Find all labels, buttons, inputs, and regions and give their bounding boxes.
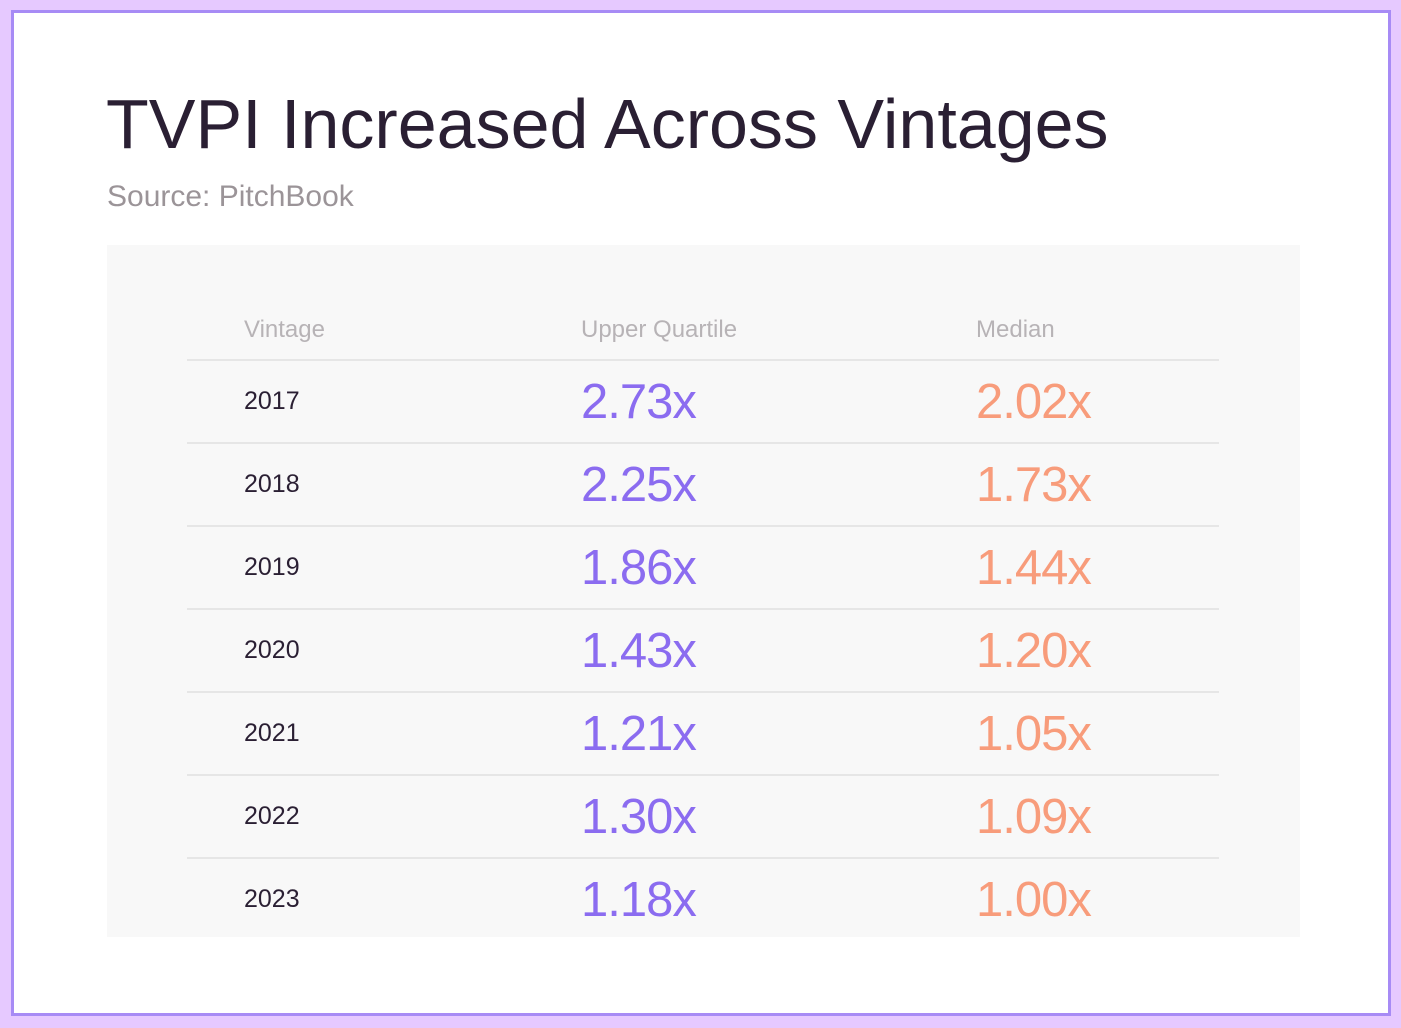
median-value: 1.20x [976, 624, 1092, 678]
vintage-cell: 2020 [244, 636, 300, 664]
upper-quartile-value: 2.25x [581, 458, 697, 512]
vintage-cell: 2019 [244, 553, 300, 581]
column-header-upper-quartile: Upper Quartile [581, 316, 738, 343]
table-row: 2020 1.43x 1.20x [187, 610, 1219, 693]
table-row: 2019 1.86x 1.44x [187, 527, 1219, 610]
median-value: 1.05x [976, 707, 1092, 761]
chart-title: TVPI Increased Across Vintages [106, 85, 1109, 163]
vintage-cell: 2018 [244, 470, 300, 498]
vintage-cell: 2023 [244, 885, 300, 913]
upper-quartile-value: 1.21x [581, 707, 697, 761]
table-row: 2021 1.21x 1.05x [187, 693, 1219, 776]
table-header: Vintage Upper Quartile Median [187, 245, 1219, 361]
table-row: 2018 2.25x 1.73x [187, 444, 1219, 527]
table-row: 2017 2.73x 2.02x [187, 361, 1219, 444]
upper-quartile-value: 1.86x [581, 541, 697, 595]
median-value: 1.09x [976, 790, 1092, 844]
upper-quartile-value: 2.73x [581, 375, 697, 429]
vintage-cell: 2022 [244, 802, 300, 830]
upper-quartile-value: 1.30x [581, 790, 697, 844]
table-row: 2022 1.30x 1.09x [187, 776, 1219, 859]
chart-source: Source: PitchBook [107, 180, 354, 213]
median-value: 1.44x [976, 541, 1092, 595]
upper-quartile-value: 1.18x [581, 873, 697, 927]
column-header-median: Median [976, 316, 1055, 343]
column-header-vintage: Vintage [244, 316, 325, 343]
vintage-cell: 2017 [244, 387, 300, 415]
median-value: 2.02x [976, 375, 1092, 429]
table-row: 2023 1.18x 1.00x [187, 859, 1219, 942]
upper-quartile-value: 1.43x [581, 624, 697, 678]
chart-card: TVPI Increased Across Vintages Source: P… [11, 10, 1391, 1016]
vintage-cell: 2021 [244, 719, 300, 747]
median-value: 1.73x [976, 458, 1092, 512]
median-value: 1.00x [976, 873, 1092, 927]
tvpi-table: Vintage Upper Quartile Median 2017 2.73x 2… [107, 245, 1300, 937]
